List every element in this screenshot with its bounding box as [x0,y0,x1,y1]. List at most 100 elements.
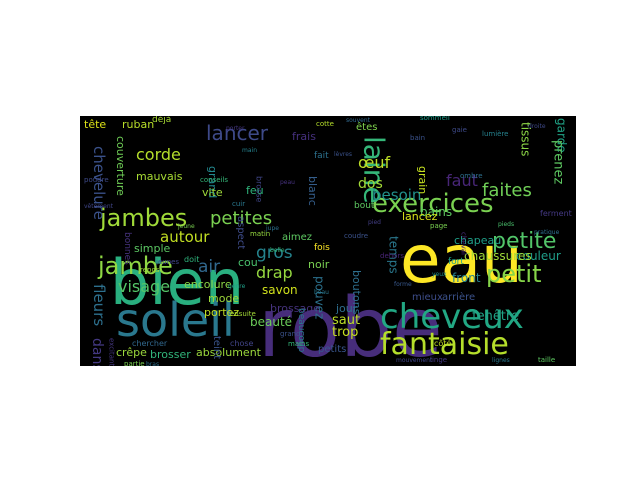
cloud-word: faites [482,180,532,201]
cloud-word: sommeil [420,116,450,122]
cloud-word: peau [280,179,295,186]
cloud-word: aspect [235,216,246,249]
cloud-word: partie [124,360,145,366]
cloud-word: ruban [122,118,154,131]
cloud-word: chevelure [90,146,108,220]
cloud-word: coudre [344,232,368,240]
cloud-word: grands [280,330,304,338]
cloud-word: brosse [254,176,263,202]
cloud-word: mauvais [136,170,183,183]
cloud-word: doit [184,255,199,264]
cloud-word: ombre [460,172,483,180]
cloud-word: visage [118,277,170,296]
cloud-word: prenez [550,140,565,185]
cloud-word: beau [314,289,329,296]
cloud-word: beaucoup [296,308,306,353]
cloud-word: garde [555,118,569,153]
cloud-word: couleur [516,249,561,263]
cloud-word: corde [136,145,181,164]
cloud-word: chaussures [464,249,532,263]
cloud-word: lancer [206,121,269,145]
cloud-word: brossage [270,302,320,315]
cloud-word: feu [246,184,264,197]
cloud-word: cheval [460,232,468,255]
cloud-word: petites [210,208,272,229]
cloud-word: soleil [116,293,235,347]
cloud-word: aimez [282,232,312,243]
cloud-word: dos [358,176,383,192]
cloud-word: chose [230,339,254,348]
word-cloud: robe bien eau soleil cheveux fantaisie exercic… [80,116,576,366]
cloud-word: ferment [540,209,572,218]
cloud-word: temps [387,236,401,274]
cloud-word: trop [332,325,358,340]
cloud-word: souvent [346,117,371,124]
cloud-word: petits [318,344,346,355]
cloud-word: fleurs [90,284,108,326]
cloud-word: saut [332,313,360,328]
cloud-word: fait [314,151,329,161]
cloud-word: mains [288,340,309,348]
cloud-word: pouvez [313,276,327,319]
cloud-word: cheveux [380,297,524,337]
cloud-word: repos [140,266,160,274]
cloud-word: œuf [358,153,391,172]
cloud-word: cotte [316,120,334,128]
cloud-word: bonnes [122,232,132,265]
cloud-word: bras [146,361,159,366]
cloud-word: savon [262,283,298,297]
cloud-word: jeunes [155,258,179,266]
cloud-word: poudre [84,176,109,184]
cloud-word: absolument [196,346,262,359]
cloud-word: frais [292,130,316,143]
cloud-word: teint [211,336,222,359]
cloud-word: pieds [498,221,514,228]
cloud-word: lumière [482,130,508,138]
cloud-word: laine [357,136,390,204]
cloud-word: jambes [99,204,187,232]
cloud-word: excitant [108,338,116,366]
cloud-word: cou [238,256,258,269]
cloud-word: crêpe [116,346,147,359]
cloud-word: chercher [132,339,168,348]
cloud-word: genre [228,283,246,290]
cloud-word: beauté [250,315,292,329]
cloud-word: besoin [372,186,421,204]
cloud-word: chapeau [454,234,501,247]
cloud-word: mouvement [396,357,433,364]
cloud-word: robe [258,281,443,366]
cloud-word: belle [270,247,285,254]
cloud-word: air [198,257,220,277]
cloud-word: taille [538,356,555,364]
cloud-word: danse [89,338,105,366]
cloud-word: cuir [232,200,245,208]
cloud-word: fort [448,257,464,267]
cloud-word: boutons [350,270,363,315]
cloud-word: jambe [97,252,173,280]
cloud-word: vêtement [84,203,114,210]
cloud-word: vite [202,186,223,199]
cloud-word: encolure [184,278,232,291]
cloud-word: front [452,271,481,285]
cloud-word: pratique [534,229,560,236]
cloud-word: mode [208,292,239,305]
cloud-word: petite [492,229,556,254]
cloud-word: côté [434,338,451,348]
cloud-word: arrière [442,291,475,303]
cloud-word: êtes [356,121,377,133]
cloud-word: fenêtre [472,309,519,324]
cloud-word: petit [486,260,542,288]
cloud-word: gros [256,243,293,263]
cloud-word: jupe [265,225,279,232]
cloud-word: matin [250,230,270,238]
cloud-word: bien [110,246,244,319]
cloud-word: yeux [432,271,447,278]
cloud-word: tissus [519,122,533,156]
cloud-word: pied [368,219,381,226]
cloud-word: jeune [177,223,195,230]
cloud-word: grain [416,166,429,194]
cloud-word: faut [446,171,478,190]
cloud-word: linge [430,356,447,364]
cloud-word: déjà [152,116,171,125]
